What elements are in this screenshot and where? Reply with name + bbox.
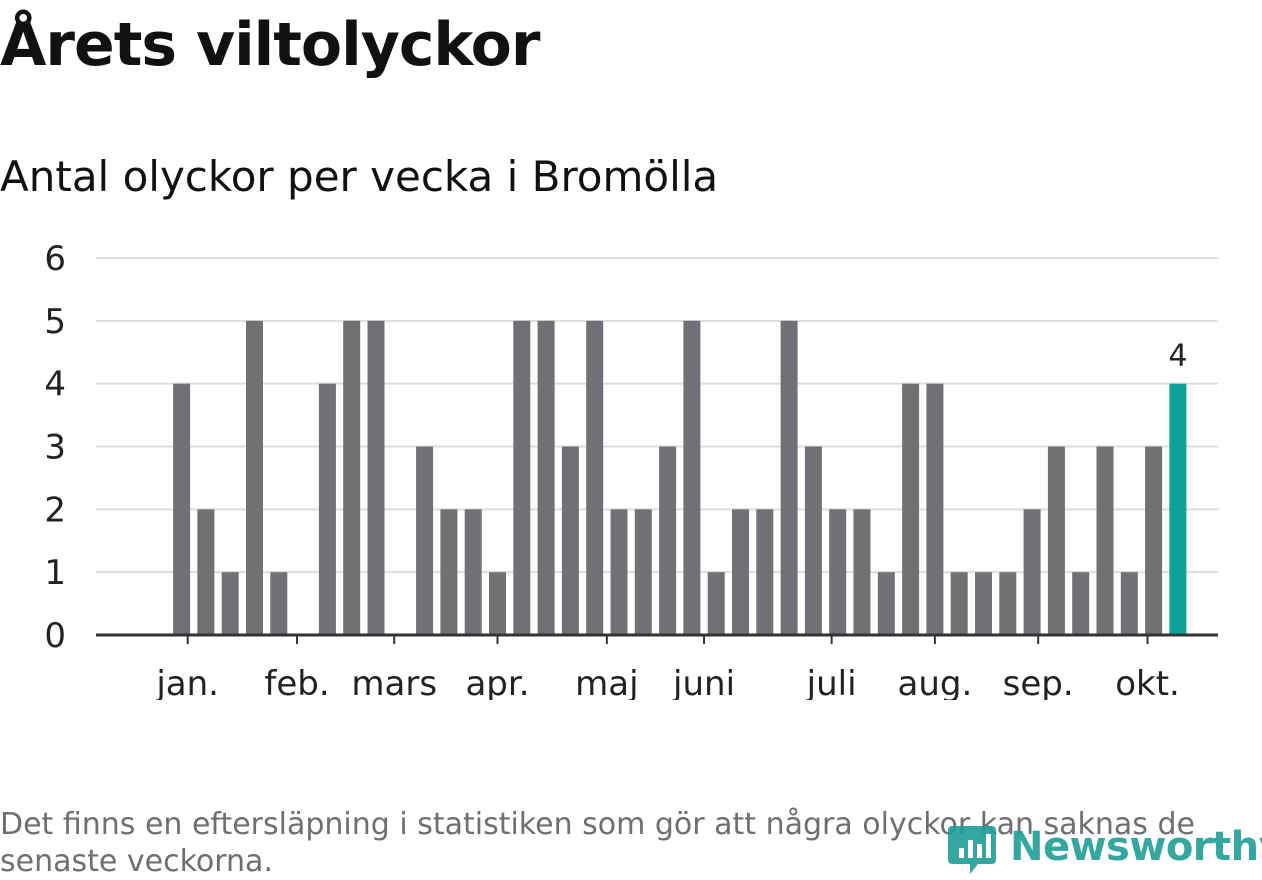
y-tick-label: 0	[44, 616, 66, 656]
bar-chart: 0 1 2 3 4 5 6 jan. feb. mars apr. maj juni juli aug. s…	[44, 239, 1218, 700]
bar	[853, 509, 871, 635]
bar	[1023, 509, 1041, 635]
bar	[537, 320, 555, 635]
bar	[270, 572, 288, 635]
bar	[780, 320, 798, 635]
bar	[610, 509, 628, 635]
bar	[1120, 572, 1138, 635]
x-tick-label: mars	[351, 664, 437, 700]
bar	[561, 446, 579, 635]
x-tick-label: apr.	[465, 664, 529, 700]
bars	[173, 320, 1187, 635]
x-tick-label: juli	[806, 664, 857, 700]
bar	[950, 572, 968, 635]
bar	[586, 320, 604, 635]
y-tick-label: 2	[44, 490, 66, 530]
y-tick-label: 4	[44, 365, 66, 405]
bar	[902, 383, 920, 635]
chart-subtitle: Antal olyckor per vecka i Bromölla	[0, 152, 719, 201]
y-axis-ticks: 0 1 2 3 4 5 6	[44, 239, 66, 656]
bar	[1047, 446, 1065, 635]
highlight-value-label: 4	[1168, 339, 1187, 374]
bar	[975, 572, 992, 635]
bar	[1145, 446, 1163, 635]
y-tick-label: 1	[44, 553, 66, 593]
newsworthy-logo-icon	[948, 826, 996, 874]
x-tick-label: maj	[575, 664, 638, 700]
y-tick-label: 3	[44, 428, 66, 468]
bar	[634, 509, 652, 635]
bar	[221, 572, 239, 635]
bar	[173, 383, 191, 635]
bar	[246, 320, 263, 635]
y-tick-label: 6	[44, 239, 66, 279]
annotations: 4	[1168, 339, 1187, 374]
bar	[877, 572, 895, 635]
bar	[804, 446, 822, 635]
bar	[440, 509, 458, 635]
bar	[1096, 446, 1114, 635]
bar	[367, 320, 385, 635]
x-tick-label: feb.	[264, 664, 329, 700]
x-tick-label: aug.	[898, 664, 973, 700]
bar	[464, 509, 482, 635]
bar	[829, 509, 847, 635]
y-tick-label: 5	[44, 302, 66, 342]
newsworthy-logo: Newsworthy	[948, 818, 1262, 876]
x-tick-label: jan.	[155, 664, 219, 700]
bar	[659, 446, 677, 635]
bar	[489, 572, 506, 635]
x-tick-label: okt.	[1115, 664, 1180, 700]
bar	[707, 572, 725, 635]
x-axis	[96, 633, 1218, 644]
footnote: Det finns en eftersläpning i statistiken…	[0, 807, 1195, 879]
chart-title: Årets viltolyckor	[0, 10, 540, 80]
bar	[343, 320, 361, 635]
bar-highlight	[1169, 383, 1187, 635]
x-tick-label: juni	[672, 664, 735, 700]
newsworthy-logo-text: Newsworthy	[1010, 824, 1262, 870]
bar	[416, 446, 434, 635]
x-tick-label: sep.	[1003, 664, 1074, 700]
bar	[732, 509, 749, 635]
bar	[197, 509, 215, 635]
bar	[999, 572, 1017, 635]
bar	[683, 320, 701, 635]
bar	[926, 383, 944, 635]
bar	[756, 509, 774, 635]
bar	[318, 383, 336, 635]
bar	[513, 320, 531, 635]
bar	[1072, 572, 1090, 635]
x-axis-month-labels: jan. feb. mars apr. maj juni juli aug. sep. okt.	[155, 664, 1179, 700]
